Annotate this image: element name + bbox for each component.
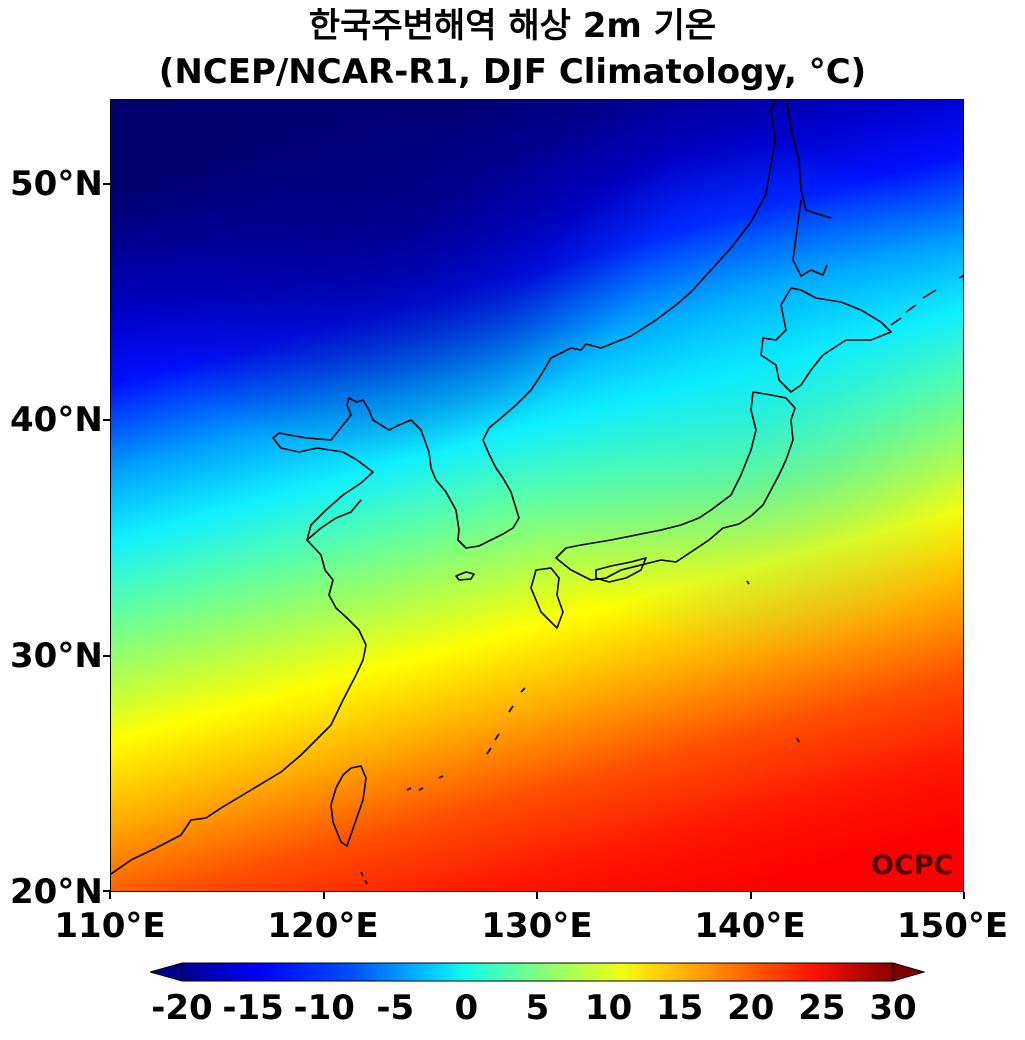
mainland-coastline <box>111 100 776 875</box>
sakhalin-coastline <box>786 100 832 277</box>
lon-label-140: 140°E <box>694 906 806 946</box>
colorbar-tick-label: 30 <box>869 988 917 1028</box>
temperature-map: OCPC <box>111 100 963 891</box>
kuril-islands <box>890 275 963 326</box>
lon-tick-120 <box>323 892 325 899</box>
map-panel: OCPC <box>110 99 964 892</box>
lon-label-110: 110°E <box>54 906 166 946</box>
coastlines <box>111 100 963 885</box>
colorbar-tick-label: -10 <box>293 988 355 1028</box>
izu-islands <box>746 580 800 743</box>
lat-label-20: 20°N <box>10 872 103 912</box>
colorbar-tick-label: 5 <box>525 988 550 1028</box>
lat-label-50: 50°N <box>10 164 103 204</box>
shandong-coastline <box>306 499 362 541</box>
southern-islands <box>360 871 368 885</box>
ryukyu-islands <box>406 687 526 791</box>
jeju-coastline <box>455 571 475 581</box>
watermark-text: OCPC <box>871 850 953 881</box>
colorbar-tick-label: 10 <box>584 988 633 1028</box>
colorbar-svg <box>148 962 926 982</box>
lat-label-30: 30°N <box>10 636 103 676</box>
lon-label-150: 150°E <box>896 906 1009 946</box>
kyushu-coastline <box>530 567 564 629</box>
colorbar-tick-label: 25 <box>798 988 846 1028</box>
colorbar-extend-high <box>892 962 926 982</box>
east-sea-shading <box>111 100 963 891</box>
shikoku-coastline <box>595 557 647 583</box>
lat-tick-20 <box>103 890 110 892</box>
hokkaido-coastline <box>760 287 892 393</box>
chart-subtitle: (NCEP/NCAR-R1, DJF Climatology, °C) <box>158 52 867 92</box>
lon-label-120: 120°E <box>267 906 379 946</box>
colorbar <box>148 962 926 982</box>
colorbar-tick-label: 20 <box>727 988 775 1028</box>
lon-tick-110 <box>109 892 111 899</box>
colorbar-tick-label: -5 <box>376 988 415 1028</box>
lat-tick-30 <box>103 655 110 657</box>
colorbar-tick-label: 15 <box>656 988 704 1028</box>
lon-tick-150 <box>963 892 965 899</box>
taiwan-coastline <box>330 765 367 847</box>
chart-title: 한국주변해역 해상 2m 기온 <box>308 6 717 46</box>
lon-label-130: 130°E <box>481 906 593 946</box>
colorbar-tick-label: -15 <box>222 988 284 1028</box>
colorbar-tick-label: 0 <box>454 988 479 1028</box>
colorbar-extend-low <box>148 962 183 982</box>
lat-tick-40 <box>103 419 110 421</box>
lon-tick-130 <box>536 892 538 899</box>
colorbar-tick-label: -20 <box>151 988 213 1028</box>
lat-tick-50 <box>103 183 110 185</box>
lat-label-40: 40°N <box>10 400 103 440</box>
lon-tick-140 <box>750 892 752 899</box>
honshu-coastline <box>555 391 796 581</box>
colorbar-ramp <box>181 962 894 982</box>
